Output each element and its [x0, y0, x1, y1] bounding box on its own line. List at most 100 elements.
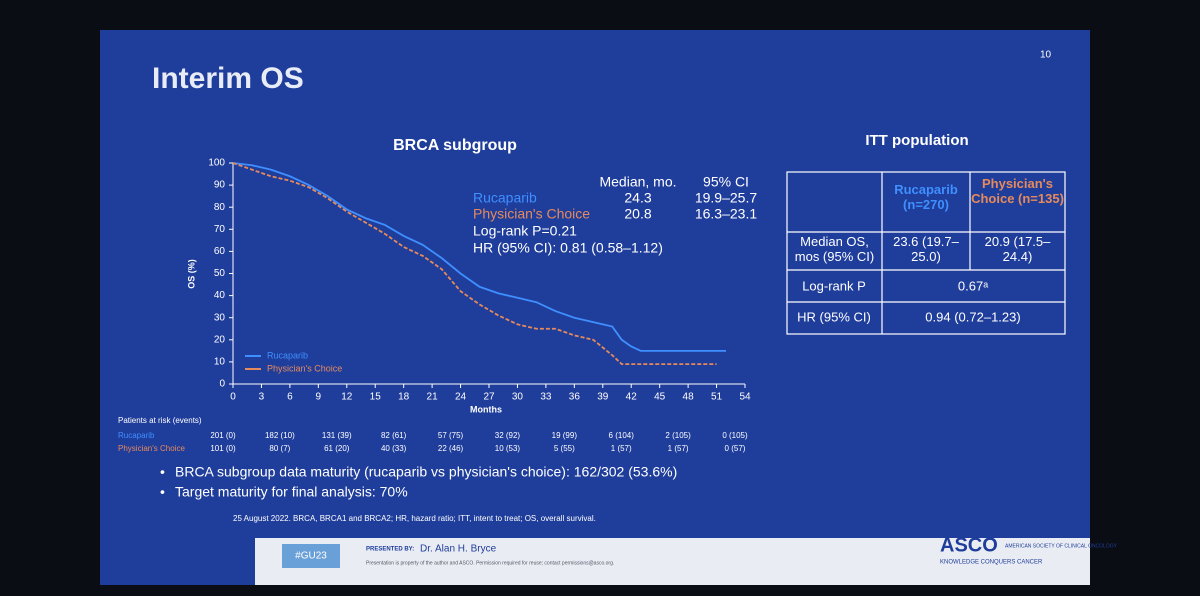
cell: 24.3: [624, 190, 651, 206]
y-tick-label: 70: [214, 224, 226, 235]
risk-value: 1 (57): [668, 444, 689, 453]
x-tick-label: 48: [683, 392, 695, 403]
hashtag-box: [282, 544, 340, 568]
disclaimer: Presentation is property of the author a…: [366, 560, 614, 566]
y-tick-label: 50: [214, 268, 226, 279]
survival-curve: [232, 162, 717, 366]
itt-value: 23.6 (19.7–25.0): [893, 234, 959, 264]
risk-value: 0 (105): [722, 431, 748, 440]
risk-value: 19 (99): [552, 431, 578, 440]
risk-row-label: Physician's Choice: [118, 444, 185, 453]
risk-value: 0 (57): [725, 444, 746, 453]
y-tick-label: 20: [214, 334, 226, 345]
presented-by: PRESENTED BY:: [366, 547, 414, 553]
risk-value: 61 (20): [324, 444, 350, 453]
risk-value: 2 (105): [665, 431, 691, 440]
bullet-dot: •: [160, 464, 165, 480]
risk-value: 10 (53): [495, 444, 521, 453]
bullet: BRCA subgroup data maturity (rucaparib v…: [175, 464, 677, 480]
itt-grid: [786, 171, 1066, 335]
footer-bar: [255, 538, 1090, 585]
slide: [100, 30, 1090, 585]
itt-header-cell: Rucaparib (n=270): [894, 182, 958, 212]
risk-row-label: Rucaparib: [118, 431, 155, 440]
tagline: KNOWLEDGE CONQUERS CANCER: [940, 560, 1043, 566]
logrank: Log-rank P=0.21: [473, 223, 577, 239]
hashtag: #GU23: [295, 551, 327, 562]
chart-subtitle: BRCA subgroup: [393, 137, 517, 154]
risk-value: 182 (10): [265, 431, 295, 440]
cell: 16.3–23.1: [695, 206, 757, 222]
risk-value: 22 (46): [438, 444, 464, 453]
row-label: Physician's Choice: [473, 206, 590, 222]
x-tick-label: 12: [341, 392, 353, 403]
x-tick-label: 21: [427, 392, 439, 403]
risk-value: 201 (0): [210, 431, 236, 440]
x-tick-label: 24: [455, 392, 467, 403]
x-tick-label: 9: [316, 392, 322, 403]
x-tick-label: 27: [483, 392, 495, 403]
risk-value: 5 (55): [554, 444, 575, 453]
presenter: Dr. Alan H. Bryce: [420, 544, 497, 555]
footnote: 25 August 2022. BRCA, BRCA1 and BRCA2; H…: [233, 514, 596, 523]
x-tick-label: 15: [370, 392, 382, 403]
cell: 20.8: [624, 206, 651, 222]
y-axis-label: OS (%): [186, 259, 196, 289]
itt-header: Physician's Choice (n=135): [971, 176, 1064, 206]
risk-value: 131 (39): [322, 431, 352, 440]
y-tick-label: 0: [219, 379, 225, 390]
y-tick-label: 10: [214, 357, 226, 368]
risk-value: 1 (57): [611, 444, 632, 453]
legend-label: Physician's Choice: [267, 363, 342, 373]
itt-row-label: HR (95% CI): [797, 309, 871, 324]
row-label: Rucaparib: [473, 190, 537, 206]
itt-value: 20.9 (17.5–24.4): [984, 234, 1051, 264]
survival-curve: [232, 162, 727, 352]
hr: HR (95% CI): 0.81 (0.58–1.12): [473, 240, 663, 256]
itt-header: Rucaparib (n=270): [894, 182, 958, 212]
bullet-dot: •: [160, 484, 165, 500]
itt-cell: 20.9 (17.5–24.4): [984, 234, 1051, 264]
risk-title: Patients at risk (events): [118, 416, 202, 425]
risk-value: 57 (75): [438, 431, 464, 440]
y-tick-label: 80: [214, 202, 226, 213]
slide-title: Interim OS: [152, 62, 304, 95]
y-tick-label: 40: [214, 290, 226, 301]
y-tick-label: 90: [214, 180, 226, 191]
legend-label: Rucaparib: [267, 350, 308, 360]
itt-header-cell: Physician's Choice (n=135): [971, 176, 1064, 206]
x-tick-label: 45: [654, 392, 666, 403]
risk-value: 6 (104): [609, 431, 635, 440]
itt-title: ITT population: [865, 132, 968, 149]
x-tick-label: 6: [287, 392, 293, 403]
x-tick-label: 33: [540, 392, 552, 403]
risk-value: 80 (7): [269, 444, 290, 453]
x-tick-label: 18: [398, 392, 410, 403]
x-tick-label: 39: [597, 392, 609, 403]
bullet: Target maturity for final analysis: 70%: [175, 484, 408, 500]
x-tick-label: 36: [569, 392, 581, 403]
x-tick-label: 30: [512, 392, 524, 403]
cell: 19.9–25.7: [695, 190, 757, 206]
page-number: 10: [1040, 50, 1052, 61]
y-tick-label: 100: [208, 158, 225, 169]
x-axis-label: Months: [470, 404, 502, 414]
itt-row-label: Log-rank P: [802, 278, 866, 293]
society: AMERICAN SOCIETY OF CLINICAL ONCOLOGY: [1005, 543, 1118, 549]
col-header: 95% CI: [703, 174, 749, 190]
x-tick-label: 51: [711, 392, 723, 403]
itt-row-label: Median OS, mos (95% CI): [794, 234, 875, 264]
x-tick-label: 54: [739, 392, 751, 403]
x-tick-label: 3: [259, 392, 265, 403]
itt-value: 0.94 (0.72–1.23): [925, 309, 1020, 324]
risk-value: 40 (33): [381, 444, 407, 453]
risk-value: 82 (61): [381, 431, 407, 440]
itt-cell: Median OS, mos (95% CI): [794, 234, 875, 264]
itt-value: 0.67ᵃ: [958, 278, 988, 293]
itt-cell: 23.6 (19.7–25.0): [893, 234, 959, 264]
x-tick-label: 42: [626, 392, 638, 403]
risk-value: 32 (92): [495, 431, 521, 440]
risk-value: 101 (0): [210, 444, 236, 453]
logo: ASCO: [940, 534, 998, 556]
